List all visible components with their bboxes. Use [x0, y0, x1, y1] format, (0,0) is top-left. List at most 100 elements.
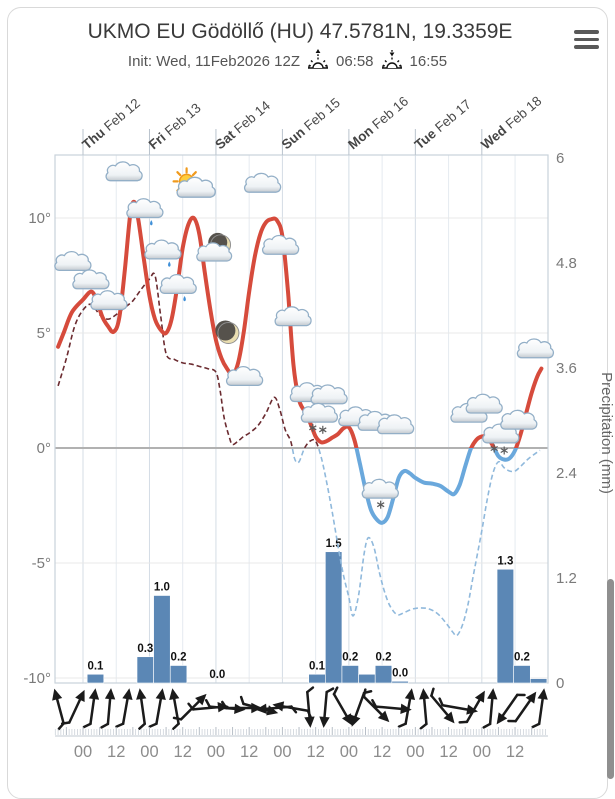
svg-text:4.8: 4.8	[556, 255, 577, 272]
cloud-icon	[90, 290, 128, 311]
weather-icons	[54, 161, 554, 509]
temperature-line-warm	[56, 199, 544, 448]
precip-bar	[391, 680, 409, 684]
wind-arrow	[482, 688, 498, 729]
precip-bar-label: 1.3	[497, 555, 513, 567]
cloud-icon	[225, 365, 264, 387]
dewpoint-line	[57, 272, 541, 637]
precip-bar	[325, 551, 343, 684]
wind-arrow	[332, 686, 352, 726]
precip-bar-label: 1.0	[154, 582, 170, 594]
svg-text:0°: 0°	[37, 440, 51, 457]
init-label: Init: Wed, 11Feb2026 12Z	[127, 52, 300, 70]
precip-bar	[308, 673, 326, 684]
wind-arrow	[419, 688, 430, 730]
wind-arrow	[115, 688, 133, 728]
precip-bar	[529, 678, 548, 684]
chart-subtitle: Init: Wed, 11Feb2026 12Z 06:58 16:55	[0, 49, 575, 73]
cloud-icon	[376, 414, 415, 435]
hour-label: 12	[373, 743, 391, 761]
hour-label: 12	[107, 743, 125, 761]
precip-bars: 0.10.31.00.20.00.11.50.2 0.20.01.30.2	[86, 538, 548, 684]
precip-bar-label: 0.2	[171, 652, 187, 664]
svg-text:5°: 5°	[37, 325, 51, 342]
svg-text:6: 6	[556, 150, 564, 167]
precip-bar	[136, 656, 154, 684]
scrollbar-thumb[interactable]	[607, 579, 614, 779]
precip-bar-label: 1.5	[326, 538, 343, 550]
svg-text:3.6: 3.6	[556, 360, 577, 377]
precip-bar-label: 0.2	[514, 652, 530, 664]
precip-bar	[513, 665, 531, 684]
hour-label: 00	[140, 743, 158, 761]
precip-bar-label: 0.2	[342, 652, 358, 664]
snow-cloud-icon	[300, 402, 338, 434]
cloud-icon	[310, 384, 348, 405]
menu-bar-icon	[574, 37, 599, 42]
temperature-line-cold	[354, 448, 519, 525]
svg-text:2.4: 2.4	[556, 465, 577, 482]
hour-label: 00	[473, 743, 491, 761]
hour-label: 00	[273, 743, 291, 761]
day-label: Sun Feb 15	[279, 95, 343, 152]
wind-arrow	[60, 689, 85, 725]
precip-bar	[496, 568, 514, 684]
wind-arrow	[148, 688, 166, 728]
sunrise-icon	[307, 49, 328, 69]
context-menu-button[interactable]	[574, 30, 599, 49]
day-label: Fri Feb 13	[146, 100, 204, 152]
temperature-line	[56, 199, 544, 525]
precip-bar	[169, 665, 188, 684]
wind-arrow	[82, 688, 100, 729]
hour-label: 00	[207, 743, 225, 761]
precip-bar-label: 0.1	[87, 660, 104, 672]
wind-arrow	[531, 688, 548, 729]
wind-arrow	[169, 688, 180, 730]
wind-arrow	[362, 688, 390, 723]
cloud-rain-icon	[144, 239, 182, 267]
wind-arrow	[507, 691, 537, 723]
day-label: Sat Feb 14	[212, 98, 273, 153]
menu-bar-icon	[574, 45, 599, 49]
wind-arrow	[136, 688, 147, 730]
hour-label: 00	[406, 743, 424, 761]
sunset-icon	[381, 50, 402, 69]
cloud-rain-icon	[159, 273, 197, 302]
precip-bar-label: 0.2	[376, 652, 392, 664]
precip-bar-label: 0.3	[137, 643, 153, 655]
day-label: Wed Feb 18	[478, 93, 544, 152]
svg-text:1.2: 1.2	[556, 570, 577, 587]
hour-label: 12	[240, 743, 258, 761]
wind-arrow	[397, 688, 416, 728]
svg-text:-5°: -5°	[32, 555, 51, 572]
x-axis-labels: 00 12 00 12 00 12 00 12 00 12 00 12 00 12	[74, 743, 524, 761]
precip-bar-label: 0.0	[392, 667, 408, 679]
precip-bar	[86, 673, 105, 684]
hour-label: 00	[340, 743, 358, 761]
snow-cloud-light-icon	[361, 478, 399, 509]
precip-bar-label: 0.1	[309, 660, 326, 672]
day-label: Thu Feb 12	[79, 95, 143, 152]
cloud-icon	[465, 393, 503, 414]
svg-text:10°: 10°	[28, 210, 51, 227]
svg-text:0: 0	[556, 675, 564, 692]
precip-axis-title: Precipitation (mm)	[598, 372, 615, 494]
wind-arrow	[319, 687, 335, 728]
wind-arrow	[371, 699, 412, 714]
cloud-icon	[274, 306, 312, 327]
moon-icon	[215, 320, 240, 344]
dewpoint-line-warm	[57, 272, 320, 448]
wind-arrow	[172, 693, 207, 721]
cloud-icon	[261, 234, 300, 255]
hour-label: 12	[439, 743, 457, 761]
sun-cloud-icon	[172, 167, 216, 198]
cloud-icon	[500, 409, 538, 430]
sunrise-time: 06:58	[335, 52, 374, 70]
wind-arrow	[304, 686, 315, 728]
hour-label: 12	[506, 743, 524, 761]
cloud-icon	[105, 161, 143, 182]
cloud-icon	[72, 269, 110, 290]
precip-bar	[153, 595, 171, 684]
precip-bar-label: 0.0	[209, 669, 225, 681]
